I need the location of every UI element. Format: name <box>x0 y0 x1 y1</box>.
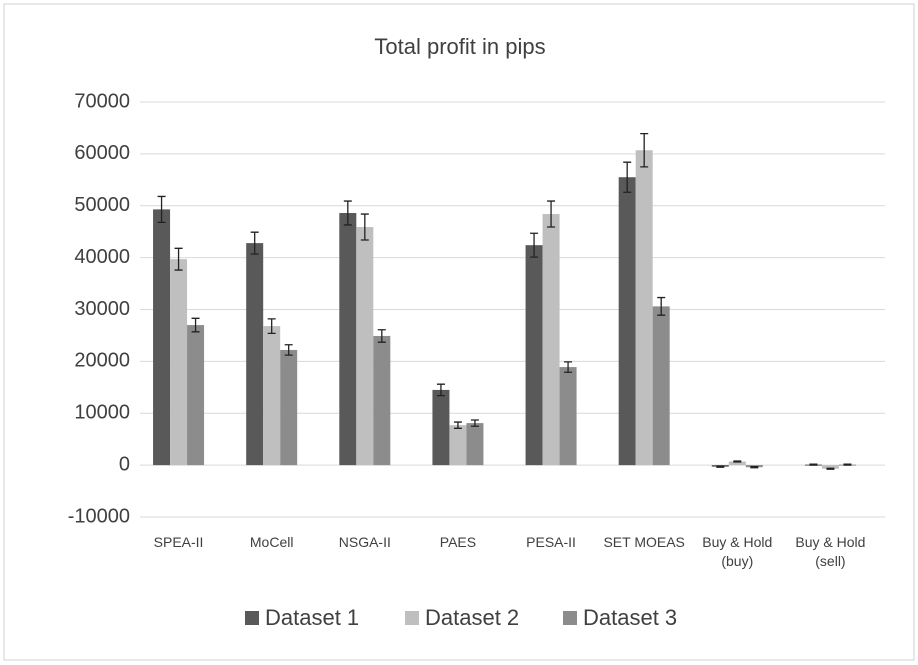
bar <box>821 465 839 469</box>
error-bar <box>436 383 445 397</box>
x-tick-label: SET MOEAS <box>603 534 685 550</box>
bar <box>356 227 374 466</box>
error-bar <box>843 463 852 466</box>
error-bar <box>191 317 200 333</box>
legend-label: Dataset 2 <box>425 605 519 630</box>
bar <box>153 209 171 466</box>
bar <box>635 150 653 466</box>
error-bar <box>750 466 759 469</box>
bar <box>373 335 391 466</box>
error-bar <box>250 231 259 255</box>
x-tick-label: NSGA-II <box>338 534 391 550</box>
error-bar <box>826 467 835 470</box>
error-bar <box>267 318 276 335</box>
error-bar <box>157 195 166 223</box>
error-bar <box>657 296 666 316</box>
legend-label: Dataset 3 <box>583 605 677 630</box>
error-bar <box>343 200 352 226</box>
bar <box>466 423 484 466</box>
y-tick-label: -10000 <box>68 505 130 527</box>
bar <box>618 177 636 466</box>
x-tick-label: Buy & Hold (sell) <box>795 534 866 569</box>
y-tick-label: 60000 <box>74 142 130 164</box>
error-bar <box>530 232 539 258</box>
x-tick-label: PESA-II <box>526 534 576 550</box>
bar <box>187 325 205 466</box>
bar <box>449 425 467 466</box>
y-tick-label: 10000 <box>74 402 130 424</box>
error-bar <box>470 419 479 427</box>
bar <box>728 461 746 466</box>
bar <box>170 259 188 466</box>
bar <box>263 326 281 466</box>
y-tick-label: 50000 <box>74 194 130 216</box>
error-bar <box>547 200 556 228</box>
bar <box>525 245 543 466</box>
error-bar <box>284 344 293 356</box>
error-bar <box>564 361 573 373</box>
bar <box>559 367 577 466</box>
y-tick-label: 70000 <box>74 90 130 112</box>
bar <box>280 349 298 466</box>
x-tick-label: PAES <box>439 534 477 550</box>
error-bar <box>716 465 725 468</box>
x-tick-label: SPEA-II <box>153 534 204 550</box>
y-tick-label: 40000 <box>74 246 130 268</box>
error-bar <box>640 132 649 168</box>
bar <box>339 213 357 466</box>
error-bar <box>377 329 386 343</box>
error-bar <box>623 161 632 193</box>
x-tick-label: MoCell <box>249 534 294 550</box>
error-bar <box>360 213 369 241</box>
bar <box>432 389 450 466</box>
legend-label: Dataset 1 <box>265 605 359 630</box>
error-bar <box>809 463 818 466</box>
bar <box>542 214 560 466</box>
y-tick-label: 20000 <box>74 350 130 372</box>
bar <box>652 306 670 466</box>
legend-swatch <box>405 611 419 625</box>
error-bar <box>174 247 183 271</box>
y-tick-label: 30000 <box>74 298 130 320</box>
legend-swatch <box>563 611 577 625</box>
y-tick-label: 0 <box>119 453 130 475</box>
error-bar <box>733 460 742 463</box>
bar <box>246 243 264 466</box>
x-tick-label: Buy & Hold (buy) <box>702 534 773 569</box>
chart-title: Total profit in pips <box>374 34 545 59</box>
error-bar <box>453 421 462 429</box>
legend-swatch <box>245 611 259 625</box>
